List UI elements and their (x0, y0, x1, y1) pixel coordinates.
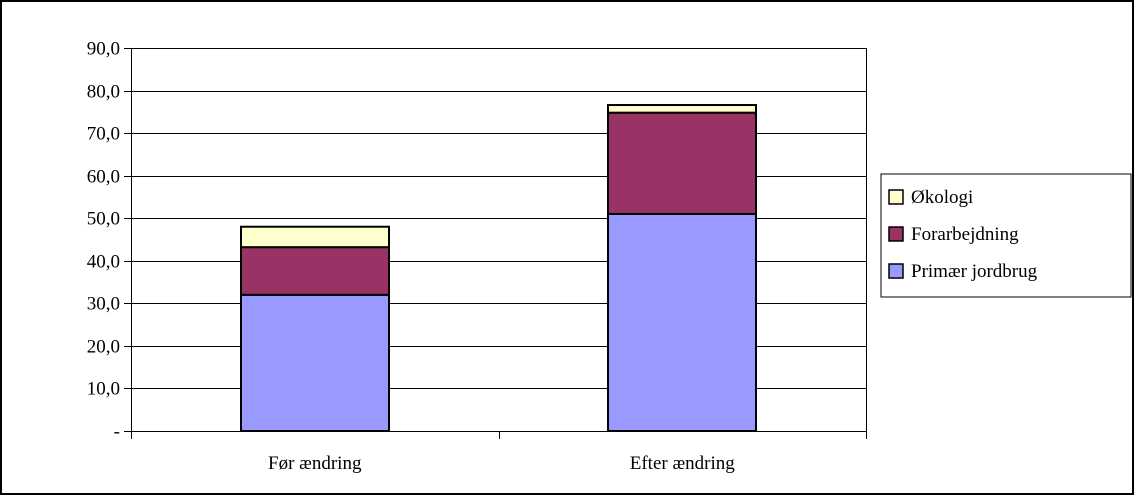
y-tick-label: 50,0 (87, 209, 120, 230)
y-tick-label: 90,0 (87, 39, 120, 60)
x-category-label: Før ændring (268, 453, 362, 474)
y-tick-label: 30,0 (87, 294, 120, 315)
bars (240, 104, 757, 433)
bar-forarbejdning-for-aendring (240, 246, 390, 296)
legend-label-forarbejdning: Forarbejdning (911, 224, 1019, 245)
bar-forarbejdning-efter-aendring (607, 111, 757, 215)
bar-primaer-jordbrug-for-aendring (240, 293, 390, 433)
y-tick-label: 10,0 (87, 379, 120, 400)
legend-label-okologi: Økologi (911, 187, 973, 208)
axis-labels: - 10,0 20,0 30,0 40,0 50,0 60,0 70,0 80,0 90,0 Før… (87, 39, 735, 475)
legend: Økologi Forarbejdning Primær jordbrug (880, 173, 1132, 298)
legend-box (880, 173, 1132, 298)
bar-okologi-efter-aendring (607, 104, 757, 114)
y-tick-label: - (114, 422, 120, 443)
x-category-label: Efter ændring (630, 453, 736, 474)
y-tick-label: 80,0 (87, 82, 120, 103)
axes (124, 48, 867, 439)
legend-label-primaer-jordbrug: Primær jordbrug (911, 261, 1038, 282)
legend-swatch-forarbejdning (888, 226, 904, 242)
y-tick-label: 20,0 (87, 337, 120, 358)
legend-swatch-primaer-jordbrug (888, 263, 904, 279)
bar-okologi-for-aendring (240, 225, 390, 249)
y-tick-label: 40,0 (87, 252, 120, 273)
y-tick-label: 60,0 (87, 167, 120, 188)
bar-primaer-jordbrug-efter-aendring (607, 212, 757, 432)
y-tick-label: 70,0 (87, 124, 120, 145)
legend-swatch-okologi (888, 189, 904, 205)
